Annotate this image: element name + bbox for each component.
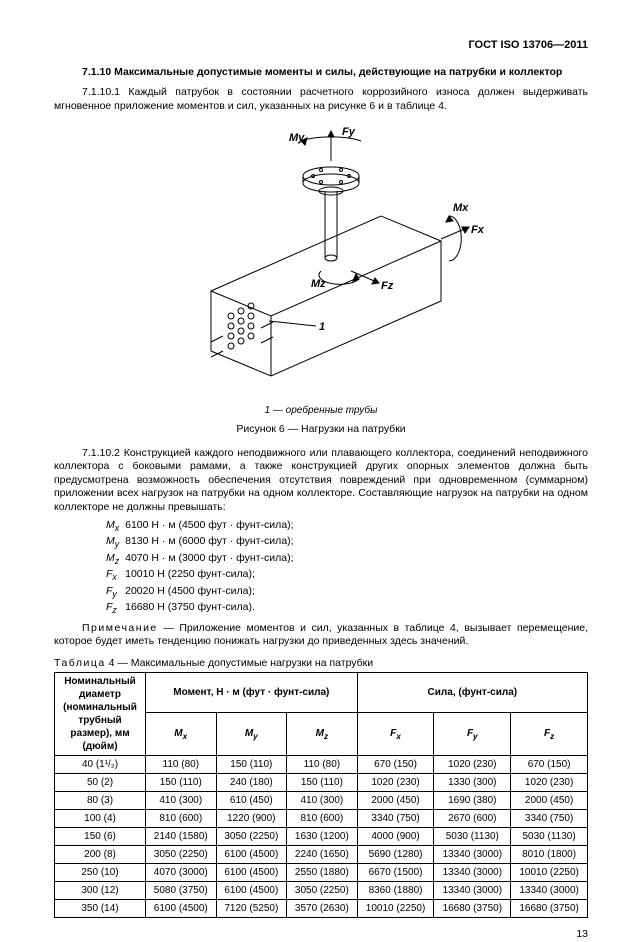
load-symbol: Fx	[106, 568, 125, 584]
table-row: 300 (12)5080 (3750)6100 (4500)3050 (2250…	[55, 882, 588, 900]
col-mx: Mx	[146, 712, 217, 756]
col-moment: Момент, Н · м (фут · фунт-сила)	[146, 673, 358, 713]
section-title: 7.1.10 Максимальные допустимые моменты и…	[54, 66, 588, 80]
table-row: 150 (6)2140 (1580)3050 (2250)1630 (1200)…	[55, 828, 588, 846]
table-row: 40 (1¹/₂)110 (80)150 (110)110 (80)670 (1…	[55, 756, 588, 774]
table-4: Номинальный диаметр (номинальный трубный…	[54, 672, 588, 918]
svg-text:Mz: Mz	[311, 278, 326, 290]
load-value: 8130 Н · м (6000 фут · фунт-сила);	[125, 535, 299, 551]
svg-text:Fz: Fz	[381, 280, 394, 292]
table-row: 250 (10)4070 (3000)6100 (4500)2550 (1880…	[55, 864, 588, 882]
load-value: 4070 Н · м (3000 фут · фунт-сила);	[125, 552, 299, 568]
svg-text:Fx: Fx	[471, 224, 485, 236]
load-symbol: Fz	[106, 601, 125, 617]
col-size: Номинальный диаметр (номинальный трубный…	[55, 673, 146, 756]
figure-6: My Fy Mx Fx Mz Fz 1	[54, 121, 588, 396]
svg-text:My: My	[289, 132, 305, 144]
load-value: 10010 Н (2250 фунт-сила);	[125, 568, 299, 584]
table-row: 100 (4)810 (600)1220 (900)810 (600)3340 …	[55, 810, 588, 828]
figure-legend: 1 — оребренные трубы	[54, 404, 588, 417]
svg-text:Fy: Fy	[342, 126, 356, 138]
para-7-1-10-2: 7.1.10.2 Конструкцией каждого неподвижно…	[54, 447, 588, 515]
document-id: ГОСТ ISO 13706—2011	[54, 38, 588, 52]
load-value: 6100 Н · м (4500 фут · фунт-сила);	[125, 519, 299, 535]
col-fx: Fx	[357, 712, 434, 756]
svg-text:Mx: Mx	[453, 202, 469, 214]
col-fy: Fy	[434, 712, 511, 756]
figure-caption: Рисунок 6 — Нагрузки на патрубки	[54, 423, 588, 437]
para-7-1-10-1: 7.1.10.1 Каждый патрубок в состоянии рас…	[54, 86, 588, 113]
svg-text:1: 1	[319, 321, 325, 333]
col-force: Сила, (фунт-сила)	[357, 673, 587, 713]
table-title: Таблица 4 — Максимальные допустимые нагр…	[54, 657, 588, 671]
load-list: Mx6100 Н · м (4500 фут · фунт-сила);My81…	[106, 519, 300, 618]
table-row: 80 (3)410 (300)610 (450)410 (300)2000 (4…	[55, 792, 588, 810]
table-row: 50 (2)150 (110)240 (180)150 (110)1020 (2…	[55, 774, 588, 792]
load-symbol: My	[106, 535, 125, 551]
col-my: My	[216, 712, 287, 756]
note: Примечание — Приложение моментов и сил, …	[54, 622, 588, 649]
load-symbol: Mx	[106, 519, 125, 535]
load-symbol: Fy	[106, 585, 125, 601]
load-value: 20020 Н (4500 фунт-сила);	[125, 585, 299, 601]
table-row: 200 (8)3050 (2250)6100 (4500)2240 (1650)…	[55, 846, 588, 864]
page-number: 13	[54, 928, 588, 942]
table-row: 350 (14)6100 (4500)7120 (5250)3570 (2630…	[55, 900, 588, 918]
col-mz: Mz	[287, 712, 358, 756]
load-symbol: Mz	[106, 552, 125, 568]
col-fz: Fz	[511, 712, 588, 756]
load-value: 16680 Н (3750 фунт-сила).	[125, 601, 299, 617]
